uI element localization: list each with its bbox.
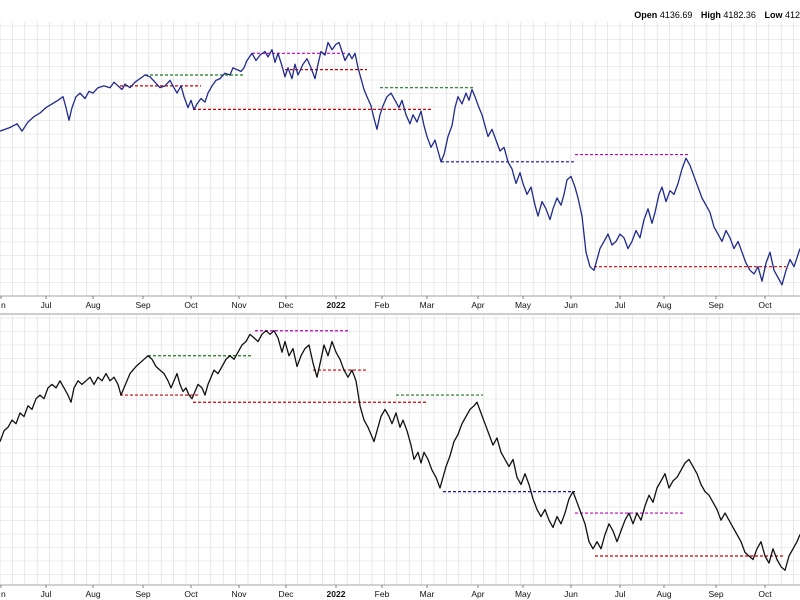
upper-tick-label: Mar xyxy=(420,300,435,310)
lower-grid xyxy=(0,314,800,585)
upper-tick-label: Apr xyxy=(471,300,484,310)
lower-tick-label: Sep xyxy=(708,589,723,599)
lower-tick-label: Mar xyxy=(420,589,435,599)
lower-tick-label: Jul xyxy=(41,589,52,599)
lower-price-panel: n Jul Aug Sep Oct Nov Dec 2022 Feb Mar Apr May Jun Ju… xyxy=(0,314,800,599)
upper-tick-label: Jun xyxy=(564,300,578,310)
upper-tick-label: Jul xyxy=(615,300,626,310)
lower-tick-label: n xyxy=(1,589,6,599)
upper-grid xyxy=(0,22,800,297)
upper-tick-label: May xyxy=(515,300,532,310)
lower-tick-label: May xyxy=(515,589,532,599)
high-value: 4182.36 xyxy=(723,10,756,20)
upper-tick-label: Jul xyxy=(41,300,52,310)
lower-tick-label: Dec xyxy=(278,589,294,599)
upper-tick-label: n xyxy=(1,300,6,310)
lower-tick-label: Oct xyxy=(184,589,198,599)
lower-tick-label: Apr xyxy=(471,589,484,599)
lower-tick-label: Feb xyxy=(375,589,390,599)
upper-tick-label: Aug xyxy=(656,300,671,310)
upper-tick-label: Sep xyxy=(135,300,150,310)
upper-tick-label: Dec xyxy=(278,300,294,310)
lower-tick-label: Jun xyxy=(564,589,578,599)
lower-tick-label: Nov xyxy=(231,589,247,599)
low-label: Low xyxy=(764,10,783,20)
lower-tick-label: Aug xyxy=(85,589,100,599)
lower-tick-label: Jul xyxy=(615,589,626,599)
open-value: 4136.69 xyxy=(659,10,693,20)
ohlc-readout: Open 4136.69 High 4182.36 Low 412 xyxy=(634,10,800,20)
upper-price-line xyxy=(0,41,800,286)
upper-tick-label: Feb xyxy=(375,300,390,310)
high-label: High xyxy=(700,10,721,20)
open-label: Open xyxy=(634,10,658,20)
upper-tick-label: Nov xyxy=(231,300,247,310)
upper-tick-label: Aug xyxy=(85,300,100,310)
upper-tick-label: Oct xyxy=(184,300,198,310)
upper-tick-label: Sep xyxy=(708,300,723,310)
lower-price-line xyxy=(0,330,800,571)
upper-price-panel: n Jul Aug Sep Oct Nov Dec 2022 Feb Mar Apr May Jun Ju… xyxy=(0,22,800,315)
lower-tick-label: Oct xyxy=(758,589,772,599)
lower-tick-label: 2022 xyxy=(327,589,346,599)
upper-tick-label: Oct xyxy=(758,300,772,310)
upper-tick-label: 2022 xyxy=(327,300,346,310)
low-value: 412 xyxy=(784,10,800,20)
lower-tick-label: Sep xyxy=(135,589,150,599)
lower-tick-label: Aug xyxy=(656,589,671,599)
